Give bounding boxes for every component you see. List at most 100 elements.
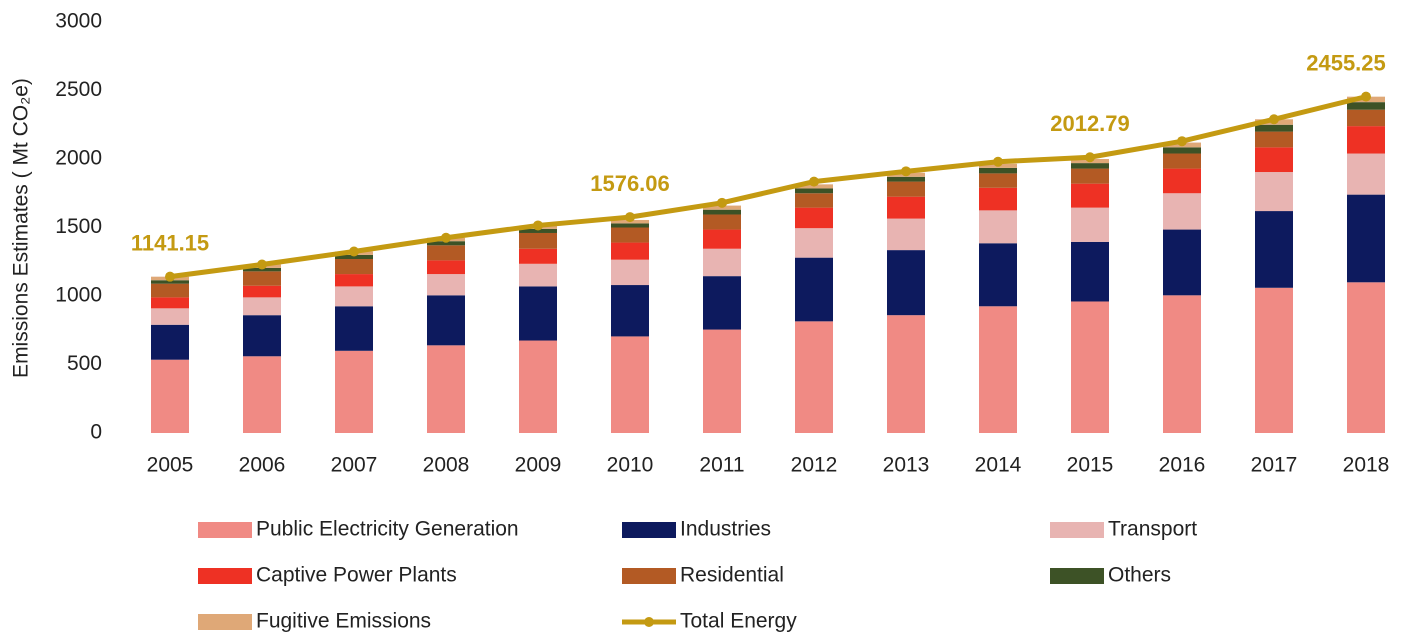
data-label: 2012.79 <box>1050 111 1130 136</box>
x-tick-label: 2013 <box>883 454 930 477</box>
bar-segment <box>1255 287 1293 433</box>
bar-segment <box>335 286 373 307</box>
legend-swatch <box>622 522 676 538</box>
legend-swatch <box>1050 522 1104 538</box>
bar-segment <box>1071 183 1109 208</box>
bar-segment <box>519 228 557 233</box>
bar-segment <box>243 285 281 298</box>
bar-segment <box>795 207 833 229</box>
bar-segment <box>887 181 925 197</box>
line-point <box>901 166 911 177</box>
x-tick-label: 2005 <box>147 454 194 477</box>
line-point <box>349 246 359 257</box>
bar-segment <box>703 229 741 249</box>
bar-segment <box>1071 207 1109 242</box>
bar-segment <box>243 356 281 433</box>
legend-label: Residential <box>680 564 784 587</box>
y-tick-label: 1000 <box>55 284 102 307</box>
y-axis-label: Emissions Estimates ( Mt CO₂e) <box>10 78 33 378</box>
bar-segment <box>887 315 925 433</box>
bar-segment <box>611 336 649 433</box>
line-point <box>1361 91 1371 102</box>
bar-segment <box>887 176 925 182</box>
bar-segment <box>795 188 833 194</box>
bar-segment <box>335 350 373 433</box>
y-tick-label: 1500 <box>55 215 102 238</box>
bar-segment <box>979 306 1017 433</box>
bar-segment <box>611 223 649 228</box>
bar-segment <box>335 259 373 275</box>
bar-segment <box>427 295 465 346</box>
bar-segment <box>1163 153 1201 169</box>
bar-segment <box>1255 211 1293 288</box>
bar-segment <box>703 329 741 433</box>
legend-label: Others <box>1108 564 1171 587</box>
bar-segment <box>887 196 925 219</box>
y-tick-label: 3000 <box>55 10 102 33</box>
bar-segment <box>427 241 465 246</box>
legend-label: Total Energy <box>680 610 797 633</box>
bar-segment <box>1163 168 1201 194</box>
x-tick-label: 2009 <box>515 454 562 477</box>
bar-segment <box>1163 147 1201 154</box>
legend-label: Public Electricity Generation <box>256 518 519 541</box>
bar-segment <box>887 250 925 316</box>
line-point <box>625 212 635 223</box>
x-tick-label: 2011 <box>699 454 744 477</box>
total-line <box>169 94 1367 280</box>
bar-segment <box>1347 194 1385 283</box>
x-tick-label: 2017 <box>1251 454 1298 477</box>
legend-swatch <box>622 568 676 584</box>
bar-segment <box>1347 109 1385 127</box>
line-point <box>257 259 267 270</box>
bar-segment <box>427 245 465 261</box>
bar-segment <box>151 359 189 433</box>
legend-label: Industries <box>680 518 771 541</box>
bar-segment <box>611 242 649 260</box>
bar-segment <box>243 297 281 316</box>
data-label: 2455.25 <box>1306 50 1386 75</box>
bar-segment <box>611 285 649 337</box>
bar-segment <box>335 254 373 260</box>
x-tick-label: 2012 <box>791 454 838 477</box>
legend-swatch <box>198 614 252 630</box>
bar-segment <box>703 214 741 230</box>
bar-segment <box>1255 124 1293 132</box>
bar-segment <box>519 232 557 249</box>
bar-segment <box>703 209 741 215</box>
bar-segment <box>1347 153 1385 195</box>
bar-segment <box>795 321 833 433</box>
bar-segment <box>1071 241 1109 302</box>
bar-segment <box>151 308 189 325</box>
bar-segment <box>151 280 189 284</box>
y-tick-label: 2500 <box>55 78 102 101</box>
bar-segment <box>1071 168 1109 184</box>
line-point <box>717 197 727 208</box>
line-point <box>993 156 1003 167</box>
x-tick-label: 2006 <box>239 454 286 477</box>
bar-segment <box>243 315 281 357</box>
x-tick-label: 2010 <box>607 454 654 477</box>
bar-segment <box>703 276 741 330</box>
bar-segment <box>335 274 373 287</box>
x-tick-label: 2016 <box>1159 454 1206 477</box>
line-point <box>809 176 819 187</box>
bar-segment <box>795 228 833 258</box>
legend-marker <box>644 617 654 627</box>
bar-segment <box>1255 172 1293 212</box>
bar-segment <box>427 345 465 433</box>
bar-segment <box>243 271 281 286</box>
bar-segment <box>979 243 1017 307</box>
x-tick-label: 2008 <box>423 454 470 477</box>
line-point <box>1269 114 1279 125</box>
bar-segment <box>335 306 373 351</box>
bar-segment <box>703 248 741 277</box>
bar-segment <box>151 297 189 309</box>
bar-segment <box>611 227 649 243</box>
line-point <box>533 220 543 231</box>
bar-segment <box>611 259 649 286</box>
data-label: 1576.06 <box>590 171 670 196</box>
bar-segment <box>795 193 833 208</box>
y-tick-label: 500 <box>67 352 102 375</box>
y-tick-label: 0 <box>90 421 102 444</box>
